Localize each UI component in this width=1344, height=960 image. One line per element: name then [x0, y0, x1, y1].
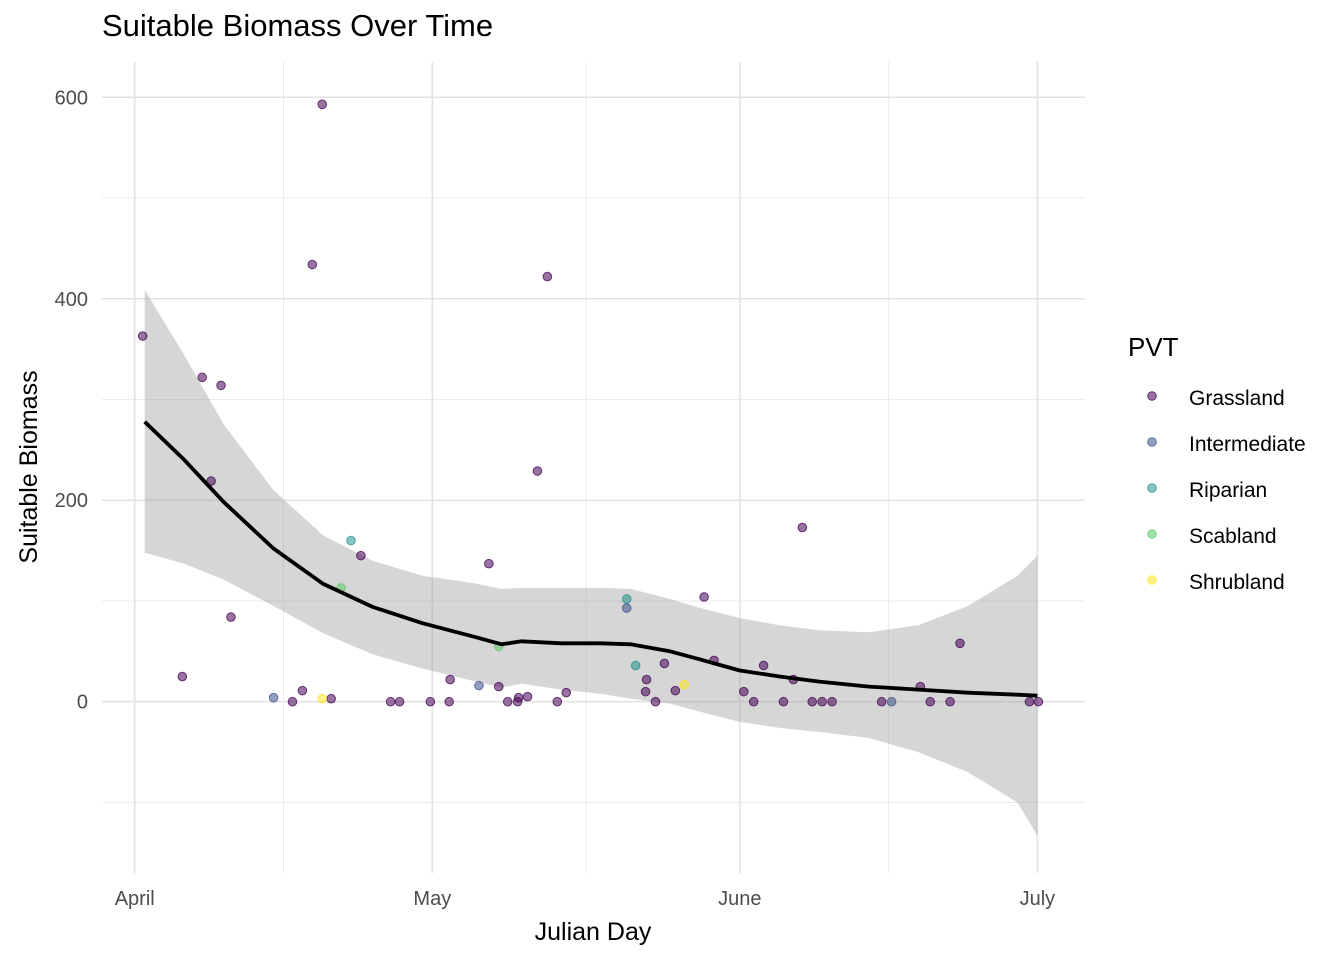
data-point-grassland: [444, 696, 454, 707]
data-point-grassland: [797, 522, 808, 533]
legend: PVT Grassland Intermediate Riparian Scablan…: [1128, 332, 1306, 594]
legend-label-grassland: Grassland: [1189, 387, 1285, 410]
legend-key-riparian: [1147, 483, 1157, 493]
data-point-grassland: [317, 99, 328, 110]
data-point-grassland: [493, 681, 504, 692]
data-point-shrubland: [679, 679, 690, 690]
y-tick-label: 0: [77, 692, 88, 714]
smooth-trend-line: [143, 420, 1038, 698]
x-tick-label: April: [115, 888, 155, 910]
legend-title: PVT: [1128, 332, 1179, 362]
data-point-grassland: [385, 696, 396, 707]
data-point-grassland: [641, 674, 652, 685]
data-point-grassland: [137, 331, 148, 341]
y-axis-title: Suitable Biomass: [15, 370, 43, 563]
x-tick-label: June: [718, 888, 761, 910]
data-point-grassland: [876, 696, 887, 707]
data-point-grassland: [522, 691, 533, 702]
data-point-riparian: [630, 660, 641, 671]
y-tick-label: 200: [55, 490, 88, 512]
data-point-grassland: [326, 693, 336, 704]
data-point-grassland: [356, 550, 366, 561]
data-point-grassland: [226, 612, 236, 622]
legend-key-grassland: [1147, 391, 1157, 401]
data-point-grassland: [817, 696, 827, 707]
data-point-intermediate: [474, 680, 484, 691]
data-point-grassland: [659, 658, 670, 669]
data-point-intermediate: [621, 603, 632, 613]
data-point-grassland: [177, 671, 188, 682]
grid-layer: [102, 62, 1085, 873]
confidence-band: [144, 289, 1038, 836]
legend-label-riparian: Riparian: [1189, 479, 1267, 502]
data-point-grassland: [484, 558, 494, 569]
y-tick-label: 400: [55, 289, 88, 311]
data-point-grassland: [542, 271, 553, 282]
data-point-grassland: [945, 696, 955, 707]
data-point-grassland: [670, 685, 681, 696]
data-point-grassland: [216, 380, 226, 391]
x-tick-label: July: [1020, 888, 1056, 910]
data-point-grassland: [699, 592, 709, 602]
x-tick-label: May: [413, 888, 451, 910]
data-point-grassland: [197, 372, 207, 383]
data-point-intermediate: [886, 696, 897, 707]
data-point-grassland: [425, 696, 436, 707]
data-point-grassland: [297, 685, 308, 696]
legend-key-shrubland: [1147, 575, 1157, 585]
x-axis-title: Julian Day: [535, 918, 652, 946]
data-point-grassland: [307, 259, 318, 270]
data-point-grassland: [955, 638, 965, 649]
legend-label-scabland: Scabland: [1189, 525, 1277, 548]
axis-labels-layer: Julian Day Suitable Biomass 0 200 400 600 Ap…: [15, 87, 1055, 946]
legend-key-scabland: [1147, 529, 1157, 539]
data-point-grassland: [1024, 696, 1035, 707]
data-point-grassland: [650, 696, 661, 707]
data-point-grassland: [778, 696, 789, 707]
data-point-grassland: [640, 686, 651, 697]
data-point-grassland: [738, 686, 749, 697]
data-point-grassland: [758, 660, 769, 671]
data-point-grassland: [561, 687, 572, 698]
data-point-grassland: [445, 674, 455, 685]
data-points-layer: [137, 99, 1044, 707]
data-point-grassland: [925, 696, 936, 707]
data-point-intermediate: [268, 692, 279, 703]
y-tick-label: 600: [55, 87, 88, 109]
data-point-riparian: [621, 594, 632, 604]
data-point-grassland: [1033, 696, 1044, 707]
legend-key-intermediate: [1147, 437, 1157, 447]
data-point-grassland: [748, 696, 759, 707]
data-point-grassland: [552, 696, 563, 707]
data-point-grassland: [532, 466, 543, 476]
legend-label-shrubland: Shrubland: [1189, 571, 1285, 594]
data-point-grassland: [394, 696, 405, 707]
data-point-grassland: [502, 696, 513, 707]
chart-title: Suitable Biomass Over Time: [102, 8, 494, 43]
legend-label-intermediate: Intermediate: [1189, 433, 1306, 456]
data-point-riparian: [346, 535, 356, 546]
confidence-band-layer: [144, 289, 1038, 836]
smooth-line-layer: [143, 420, 1038, 698]
data-point-grassland: [513, 692, 524, 703]
data-point-grassland: [807, 696, 818, 707]
data-point-grassland: [206, 476, 216, 486]
data-point-grassland: [287, 696, 298, 707]
data-point-shrubland: [317, 693, 328, 704]
data-point-grassland: [827, 696, 837, 707]
